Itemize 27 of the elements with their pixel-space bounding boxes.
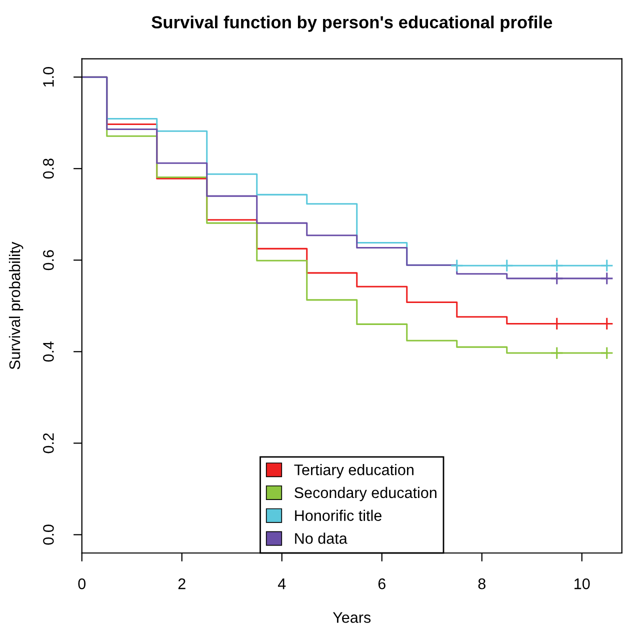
y-axis-title: Survival probability: [8, 242, 24, 370]
legend-label: Secondary education: [294, 486, 436, 502]
y-tick-label: 0.4: [43, 341, 54, 362]
point: [500, 259, 514, 272]
legend-label: Honorific title: [295, 510, 382, 521]
point: [600, 272, 614, 286]
legend-label: No data: [295, 532, 348, 544]
y-tick-label: 0.6: [43, 250, 54, 270]
y-tick-label: 0.0: [43, 524, 54, 545]
x-tick-label: 4: [278, 578, 286, 590]
x-axis-title: Years: [332, 612, 371, 623]
point: [450, 259, 464, 272]
y-tick-label: 1.0: [43, 67, 54, 87]
x-tick-label: 8: [478, 578, 486, 590]
x-tick-label: 10: [574, 578, 590, 590]
x-tick-label: 2: [178, 578, 186, 590]
point: [550, 346, 564, 360]
x-tick-label: 0: [78, 578, 86, 590]
point: [600, 259, 614, 272]
x-tick-label: 6: [378, 578, 386, 590]
point: [550, 259, 564, 272]
legend-label: Tertiary education: [294, 464, 414, 478]
point: [550, 272, 564, 286]
y-tick-label: 0.2: [43, 433, 54, 454]
chart-title: Survival function by person's educational profile: [152, 16, 552, 32]
y-tick-label: 0.8: [43, 158, 54, 179]
point: [600, 346, 614, 360]
